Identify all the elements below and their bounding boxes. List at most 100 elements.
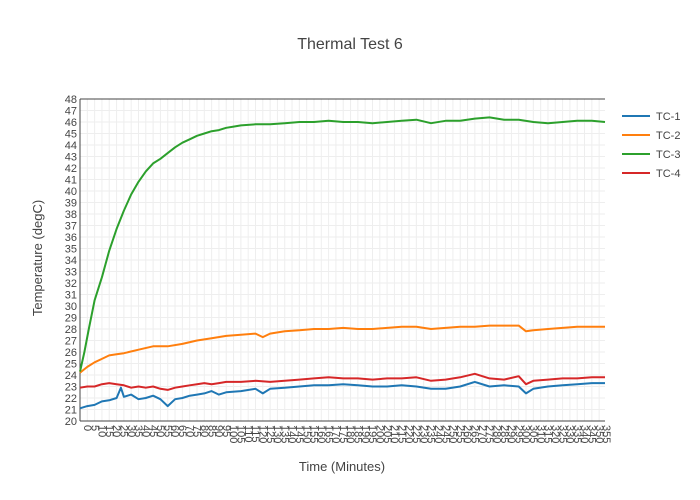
x-tick-label: 250 — [447, 425, 459, 443]
x-tick-label: 200 — [373, 425, 385, 443]
series-line-tc-4 — [79, 372, 605, 391]
series-lines — [79, 116, 606, 410]
x-tick-label: 230 — [417, 425, 429, 443]
y-tick-label: 23 — [65, 382, 77, 394]
x-tick-label: 310 — [534, 425, 546, 443]
x-tick-label: 280 — [490, 425, 502, 443]
legend-label[interactable]: TC-4 — [656, 168, 680, 180]
x-tick-label: 325 — [556, 425, 568, 443]
x-tick-label: 315 — [542, 425, 554, 443]
x-tick-label: 65 — [176, 425, 188, 437]
y-tick-label: 27 — [65, 336, 77, 348]
y-tick-label: 46 — [65, 117, 77, 129]
y-tick-label: 43 — [65, 152, 77, 164]
y-tick-label: 39 — [65, 198, 77, 210]
x-tick-label: 55 — [161, 425, 173, 437]
series-line-tc-1 — [79, 380, 605, 410]
y-tick-label: 31 — [65, 290, 77, 302]
x-tick-label: 60 — [169, 425, 181, 437]
x-tick-label: 90 — [213, 425, 225, 437]
x-tick-label: 30 — [125, 425, 137, 437]
y-tick-label: 29 — [65, 313, 77, 325]
x-tick-labels: 0510152025303540455055606570758085909510… — [81, 425, 612, 443]
y-tick-label: 25 — [65, 359, 77, 371]
x-tick-label: 210 — [388, 425, 400, 443]
x-tick-label: 130 — [271, 425, 283, 443]
x-tick-label: 185 — [352, 425, 364, 443]
x-tick-label: 190 — [359, 425, 371, 443]
x-tick-label: 330 — [564, 425, 576, 443]
y-tick-label: 28 — [65, 324, 77, 336]
x-tick-label: 105 — [235, 425, 247, 443]
x-tick-label: 75 — [191, 425, 203, 437]
legend-label[interactable]: TC-3 — [656, 149, 680, 161]
x-tick-label: 40 — [139, 425, 151, 437]
x-tick-label: 300 — [520, 425, 532, 443]
x-tick-label: 305 — [527, 425, 539, 443]
x-axis-title: Time (Minutes) — [299, 459, 385, 474]
series-line-tc-3 — [79, 116, 606, 372]
y-tick-label: 36 — [65, 232, 77, 244]
y-tick-label: 26 — [65, 347, 77, 359]
x-tick-label: 285 — [498, 425, 510, 443]
legend[interactable]: TC-1 TC-2 TC-3 TC-4 — [622, 111, 680, 180]
y-tick-label: 21 — [65, 405, 77, 417]
x-tick-label: 270 — [476, 425, 488, 443]
x-tick-label: 160 — [315, 425, 327, 443]
x-tick-label: 220 — [403, 425, 415, 443]
x-tick-label: 265 — [469, 425, 481, 443]
x-tick-label: 205 — [381, 425, 393, 443]
x-tick-label: 135 — [278, 425, 290, 443]
x-tick-label: 140 — [286, 425, 298, 443]
y-tick-label: 30 — [65, 301, 77, 313]
y-tick-label: 35 — [65, 244, 77, 256]
x-tick-label: 125 — [264, 425, 276, 443]
x-tick-label: 295 — [512, 425, 524, 443]
legend-label[interactable]: TC-2 — [656, 130, 680, 142]
x-tick-label: 180 — [344, 425, 356, 443]
x-tick-label: 150 — [300, 425, 312, 443]
chart-title: Thermal Test 6 — [297, 36, 403, 53]
x-tick-label: 10 — [96, 425, 108, 437]
series-line-tc-2 — [79, 324, 605, 374]
x-tick-label: 335 — [571, 425, 583, 443]
x-tick-label: 115 — [249, 425, 261, 443]
x-tick-label: 20 — [110, 425, 122, 437]
x-tick-label: 5 — [88, 425, 100, 431]
x-tick-label: 290 — [505, 425, 517, 443]
x-tick-label: 245 — [439, 425, 451, 443]
x-tick-label: 255 — [454, 425, 466, 443]
x-tick-label: 170 — [330, 425, 342, 443]
grid — [79, 98, 605, 422]
y-tick-label: 42 — [65, 163, 77, 175]
y-tick-label: 22 — [65, 393, 77, 405]
y-tick-label: 37 — [65, 221, 77, 233]
y-tick-label: 47 — [65, 106, 77, 118]
x-tick-label: 0 — [81, 425, 93, 431]
y-tick-label: 38 — [65, 209, 77, 221]
y-tick-label: 34 — [65, 255, 77, 267]
x-tick-label: 85 — [205, 425, 217, 437]
y-tick-label: 45 — [65, 129, 77, 141]
x-tick-label: 320 — [549, 425, 561, 443]
x-tick-label: 355 — [600, 425, 612, 443]
x-tick-label: 235 — [425, 425, 437, 443]
x-tick-label: 35 — [132, 425, 144, 437]
y-tick-label: 20 — [65, 416, 77, 428]
y-tick-label: 40 — [65, 186, 77, 198]
legend-label[interactable]: TC-1 — [656, 111, 680, 123]
x-tick-label: 155 — [308, 425, 320, 443]
x-tick-label: 110 — [242, 425, 254, 443]
x-tick-label: 340 — [578, 425, 590, 443]
y-tick-label: 32 — [65, 278, 77, 290]
x-tick-label: 120 — [256, 425, 268, 443]
x-tick-label: 165 — [322, 425, 334, 443]
x-tick-label: 45 — [147, 425, 159, 437]
x-tick-label: 350 — [593, 425, 605, 443]
x-tick-label: 100 — [227, 425, 239, 443]
x-tick-label: 345 — [586, 425, 598, 443]
y-tick-label: 48 — [65, 94, 77, 106]
y-tick-label: 33 — [65, 267, 77, 279]
x-tick-label: 225 — [410, 425, 422, 443]
